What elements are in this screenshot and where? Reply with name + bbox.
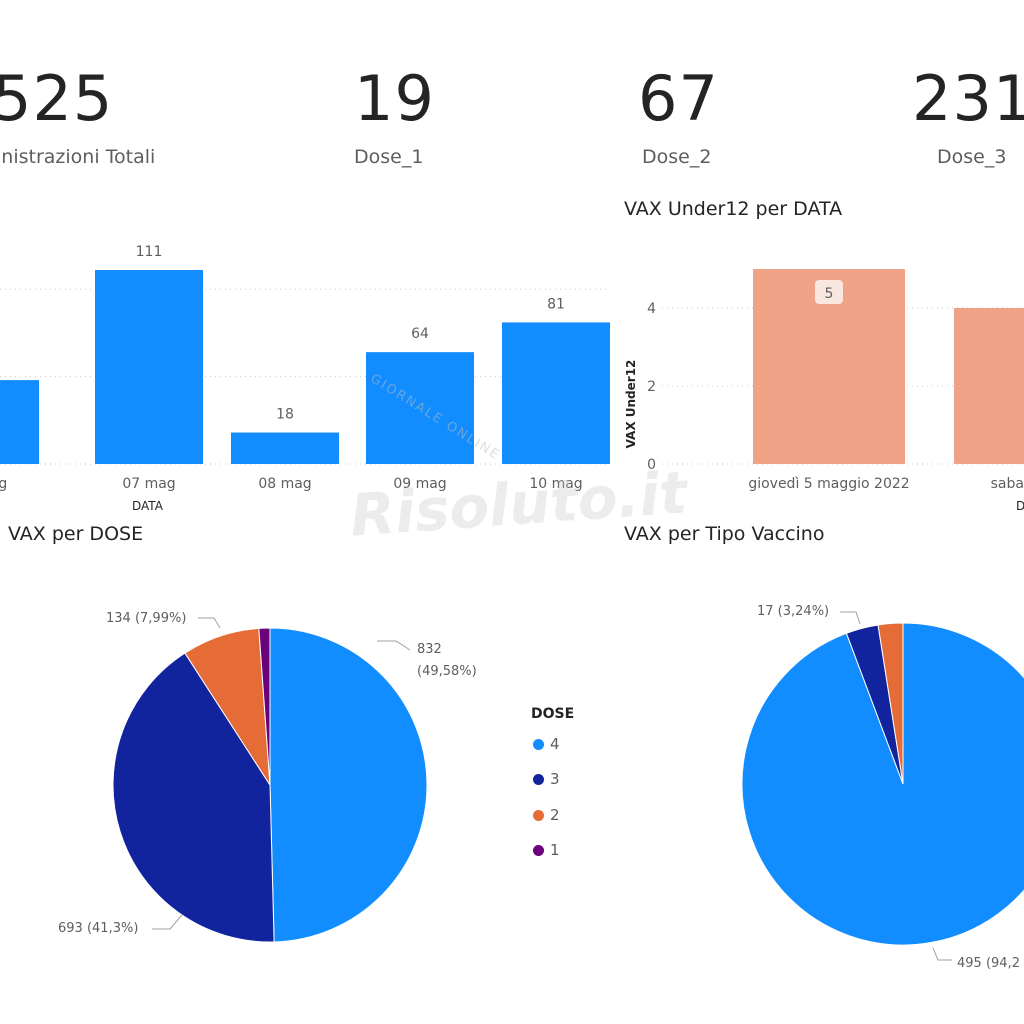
pie-slice (258, 627, 271, 786)
legend-label: 3 (550, 770, 560, 788)
x-tick-label: giovedì 5 maggio 2022 (748, 476, 909, 492)
legend-label: 4 (550, 735, 560, 753)
y-tick-label: 4 (647, 301, 656, 317)
bar (366, 352, 474, 464)
legend-item-4[interactable]: 4 (533, 735, 560, 753)
legend-label: 2 (550, 806, 560, 824)
bar (231, 432, 339, 464)
data-label-bg (815, 280, 843, 304)
pie-slice (269, 627, 428, 943)
bar2-xaxis-title: D (1016, 499, 1024, 513)
pie2-label-495: 495 (94,2 (957, 956, 1020, 971)
y-tick-label: 0 (647, 457, 656, 473)
bar (95, 270, 203, 464)
x-tick-label: sabato 7 m (991, 476, 1024, 492)
dose-pie-title: VAX per DOSE (8, 523, 144, 545)
pie2-label-17: 17 (3,24%) (757, 604, 830, 619)
leader-line (198, 617, 221, 629)
legend-item-3[interactable]: 3 (533, 770, 560, 788)
x-tick-label: 07 mag (122, 476, 175, 492)
bar-data-label: 111 (136, 244, 163, 260)
pie-slice (877, 622, 904, 785)
legend-label: 1 (550, 841, 560, 859)
kpi-total-label: inistrazioni Totali (0, 146, 156, 168)
pie1-label-4-pct: (49,58%) (417, 664, 477, 679)
pie-slice (112, 652, 275, 943)
x-tick-label: 08 mag (258, 476, 311, 492)
x-tick-label: 6 mag (0, 476, 7, 492)
leader-line (377, 640, 411, 651)
leader-line (152, 914, 183, 930)
bar-data-label: 5 (825, 286, 834, 302)
bar1-xaxis-title: DATA (132, 499, 163, 513)
leader-line (840, 611, 861, 625)
x-tick-label: 10 mag (529, 476, 582, 492)
legend-dot-icon (533, 844, 544, 856)
y-tick-label: 2 (647, 379, 656, 395)
pie1-label-2: 134 (7,99%) (106, 611, 187, 626)
under12-chart-title: VAX Under12 per DATA (624, 198, 843, 220)
bar (954, 308, 1024, 464)
kpi-dose1-value: 19 (354, 62, 435, 135)
bar (502, 322, 610, 464)
pie1-label-4: 832 (417, 642, 442, 657)
pie1-label-3: 693 (41,3%) (58, 921, 139, 936)
kpi-dose2-label: Dose_2 (642, 146, 712, 168)
bar (0, 380, 39, 464)
tipo-pie-title: VAX per Tipo Vaccino (624, 523, 825, 545)
legend-dot-icon (533, 809, 544, 821)
legend-dot-icon (533, 738, 544, 750)
pie-slice (741, 622, 1024, 946)
leader-line (932, 947, 952, 961)
kpi-total-value: 525 (0, 62, 114, 135)
bar-data-label: 64 (411, 326, 429, 342)
x-tick-label: 09 mag (393, 476, 446, 492)
bar-data-label: 81 (547, 296, 565, 312)
kpi-dose3-label: Dose_3 (937, 146, 1007, 168)
kpi-dose3-value: 231 (912, 62, 1024, 135)
under12-bar-chart: 0 2 4 giovedì 5 maggio 2022 sabato 7 m 5 (647, 269, 1024, 492)
legend-title: DOSE (531, 706, 575, 722)
bar-data-label: 18 (276, 407, 294, 423)
kpi-dose1-label: Dose_1 (354, 146, 424, 168)
legend-dot-icon (533, 773, 544, 785)
legend-item-1[interactable]: 1 (533, 841, 560, 859)
kpi-dose2-value: 67 (638, 62, 719, 135)
legend-item-2[interactable]: 2 (533, 806, 560, 824)
